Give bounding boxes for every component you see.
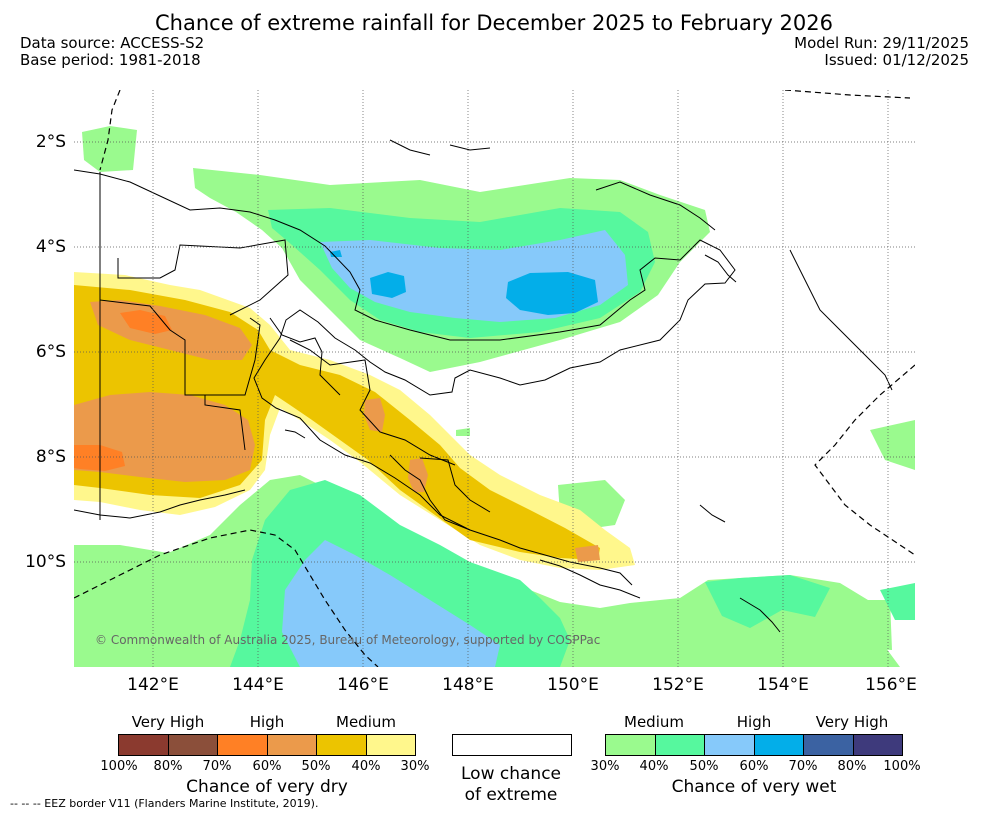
- dry-tick: 50%: [301, 759, 331, 774]
- run-info: Model Run: 29/11/2025 Issued: 01/12/2025: [794, 35, 969, 69]
- eez-borders: [74, 90, 915, 667]
- low-chance-line2: of extreme: [464, 785, 558, 805]
- borders: [99, 172, 491, 531]
- wet-very-high-region: [330, 250, 598, 315]
- wet-swatch: [853, 735, 902, 755]
- wet-tick: 60%: [739, 759, 769, 774]
- eez-footnote: -- -- -- EEZ border V11 (Flanders Marine…: [10, 797, 319, 810]
- dry-color-bar: [118, 734, 416, 756]
- lon-label: 156°E: [865, 675, 917, 695]
- copyright-notice: © Commonwealth of Australia 2025, Bureau…: [95, 633, 601, 647]
- dry-swatch: [317, 735, 367, 755]
- dry-category-label: Very High: [131, 713, 205, 731]
- wet-category-label: High: [736, 713, 772, 731]
- dry-swatch: [168, 735, 218, 755]
- wet-swatch: [754, 735, 804, 755]
- wet-category-label: Medium: [624, 713, 684, 731]
- dry-tick: 60%: [252, 759, 282, 774]
- dry-tick: 40%: [351, 759, 381, 774]
- map-title: Chance of extreme rainfall for December …: [155, 11, 833, 35]
- wet-swatch: [606, 735, 656, 755]
- wet-tick: 70%: [788, 759, 818, 774]
- dry-tick: 70%: [202, 759, 232, 774]
- wet-swatch: [804, 735, 854, 755]
- wet-category-label: Very High: [815, 713, 889, 731]
- dry-swatch: [267, 735, 317, 755]
- wet-tick: 40%: [639, 759, 669, 774]
- wet-tick: 100%: [883, 759, 921, 774]
- graticule: [74, 90, 915, 667]
- wet-tick: 80%: [837, 759, 867, 774]
- low-chance-line1: Low chance: [461, 764, 561, 784]
- dry-swatch: [119, 735, 169, 755]
- lon-label: 146°E: [337, 675, 389, 695]
- lat-label: 6°S: [35, 342, 66, 362]
- dry-tick: 30%: [400, 759, 430, 774]
- lon-label: 150°E: [547, 675, 599, 695]
- source-info: Data source: ACCESS-S2 Base period: 1981…: [20, 35, 204, 69]
- wet-color-bar: [605, 734, 903, 756]
- dry-category-label: Medium: [336, 713, 396, 731]
- model-run: Model Run: 29/11/2025: [794, 34, 969, 52]
- low-chance-label: Low chance of extreme: [441, 764, 581, 806]
- lat-label: 2°S: [35, 132, 66, 152]
- lat-label: 8°S: [35, 447, 66, 467]
- dry-swatch: [366, 735, 415, 755]
- lat-label: 10°S: [25, 552, 66, 572]
- lon-label: 148°E: [442, 675, 494, 695]
- lon-label: 152°E: [652, 675, 704, 695]
- dry-category-label: High: [249, 713, 285, 731]
- coastlines: [74, 139, 893, 633]
- wet-tick: 50%: [689, 759, 719, 774]
- dry-legend-title: Chance of very dry: [186, 777, 348, 797]
- wet-tick: 30%: [590, 759, 620, 774]
- low-chance-swatch: [452, 734, 572, 756]
- wet-swatch: [705, 735, 755, 755]
- dry-swatch: [218, 735, 268, 755]
- dry-tick: 100%: [100, 759, 138, 774]
- issued-date: Issued: 01/12/2025: [824, 51, 969, 69]
- data-source: Data source: ACCESS-S2: [20, 34, 205, 52]
- wet-swatch: [655, 735, 705, 755]
- lon-label: 144°E: [232, 675, 284, 695]
- wet-legend-title: Chance of very wet: [671, 777, 837, 797]
- base-period: Base period: 1981-2018: [20, 51, 201, 69]
- dry-tick: 80%: [153, 759, 183, 774]
- lat-label: 4°S: [35, 237, 66, 257]
- lon-label: 154°E: [757, 675, 809, 695]
- lon-label: 142°E: [127, 675, 179, 695]
